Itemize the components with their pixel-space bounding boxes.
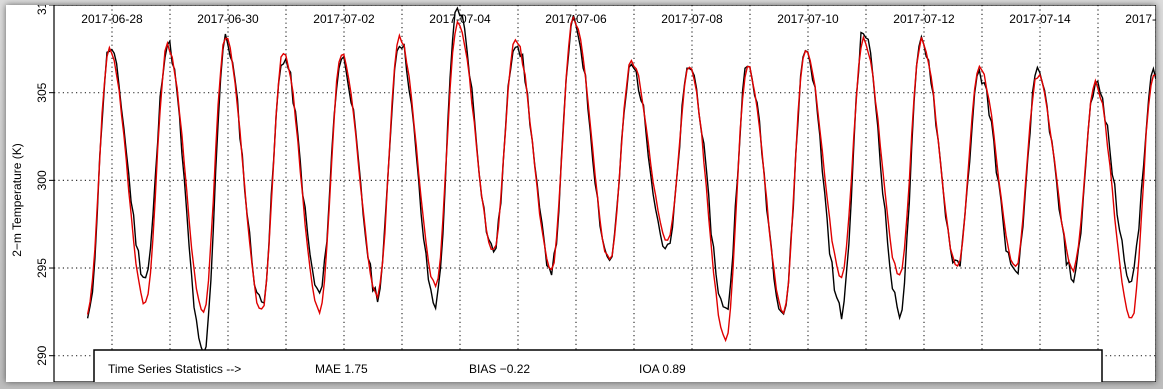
x-tick-label: 2017-07-06 <box>545 12 607 26</box>
x-tick-label: 2017-07-04 <box>429 12 491 26</box>
stats-mae: MAE 1.75 <box>315 362 368 376</box>
series-line-2 <box>86 15 1156 343</box>
y-tick-label: 305 <box>35 82 49 102</box>
x-tick-label: 2017-07-10 <box>777 12 839 26</box>
chart-panel: 2017-06-28 2017-06-30 2017-07-02 2017-07-04… <box>6 5 1156 382</box>
y-tick-label: 295 <box>35 258 49 278</box>
statistics-box-border <box>93 349 1103 382</box>
y-tick-label: 290 <box>35 345 49 365</box>
grid-lines <box>54 5 1156 382</box>
stats-ioa: IOA 0.89 <box>639 362 686 376</box>
y-tick-labels: 290 295 300 305 310 <box>35 5 54 366</box>
y-tick-label: 310 <box>35 5 49 15</box>
statistics-box: Time Series Statistics --> MAE 1.75 BIAS… <box>93 349 1103 382</box>
x-tick-label: 2017-07-12 <box>893 12 955 26</box>
series-lines <box>86 6 1156 356</box>
stats-title: Time Series Statistics --> <box>108 362 241 376</box>
y-axis-label: 2−m Temperature (K) <box>10 143 24 257</box>
x-tick-label: 2017-06-30 <box>197 12 259 26</box>
x-tick-label: 2017-07-16 <box>1125 12 1156 26</box>
temperature-time-series-chart: 2017-06-28 2017-06-30 2017-07-02 2017-07-04… <box>10 5 1156 382</box>
x-tick-label: 2017-06-28 <box>81 12 143 26</box>
x-tick-label: 2017-07-02 <box>313 12 375 26</box>
x-tick-label: 2017-07-14 <box>1009 12 1071 26</box>
x-tick-labels: 2017-06-28 2017-06-30 2017-07-02 2017-07-04… <box>81 12 1156 26</box>
y-tick-label: 300 <box>35 170 49 190</box>
plot-border <box>53 5 1156 382</box>
stats-bias: BIAS −0.22 <box>469 362 530 376</box>
x-tick-label: 2017-07-08 <box>661 12 723 26</box>
